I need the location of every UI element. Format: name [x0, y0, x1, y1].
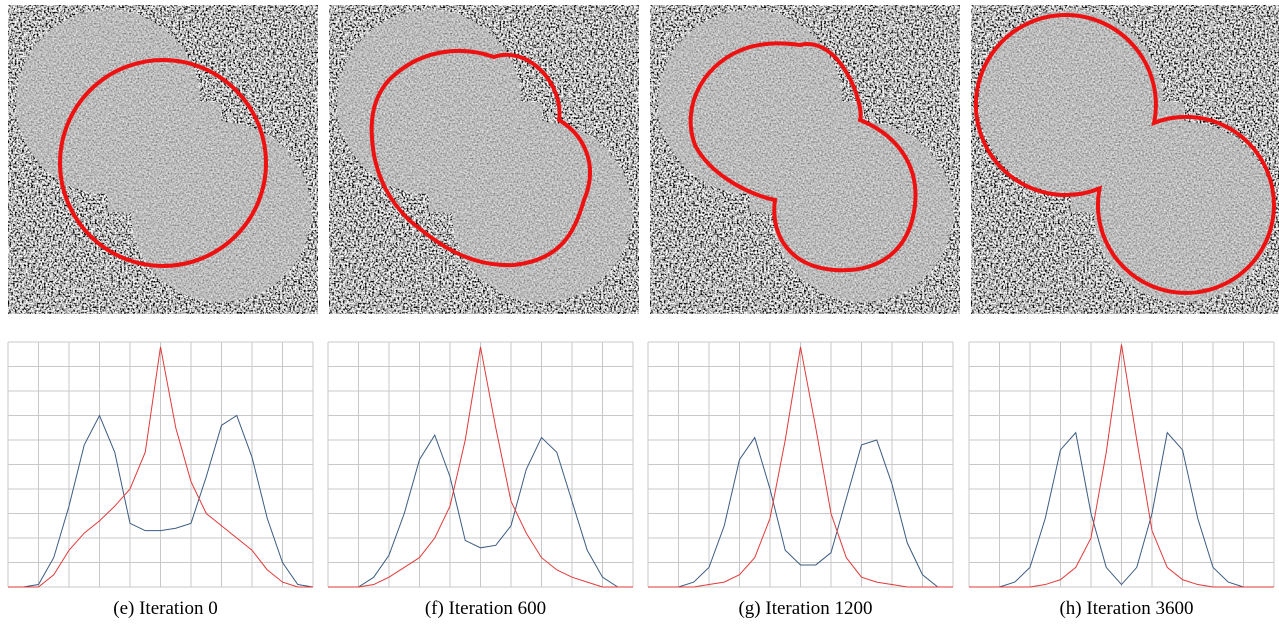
series-line — [969, 344, 1274, 588]
image-panel — [329, 5, 639, 314]
caption: (e) Iteration 0 — [113, 598, 217, 619]
caption: (g) Iteration 1200 — [738, 598, 872, 619]
series-line — [648, 346, 953, 588]
series-line — [328, 433, 633, 588]
image-panel — [8, 5, 318, 314]
image-panel — [971, 5, 1279, 314]
series-line — [8, 346, 313, 588]
caption: (f) Iteration 600 — [425, 598, 546, 619]
caption: (h) Iteration 3600 — [1059, 598, 1193, 619]
series-line — [328, 346, 633, 588]
series-line — [969, 431, 1274, 588]
series-line — [648, 436, 953, 588]
series-line — [8, 414, 314, 588]
image-panel — [650, 5, 960, 314]
